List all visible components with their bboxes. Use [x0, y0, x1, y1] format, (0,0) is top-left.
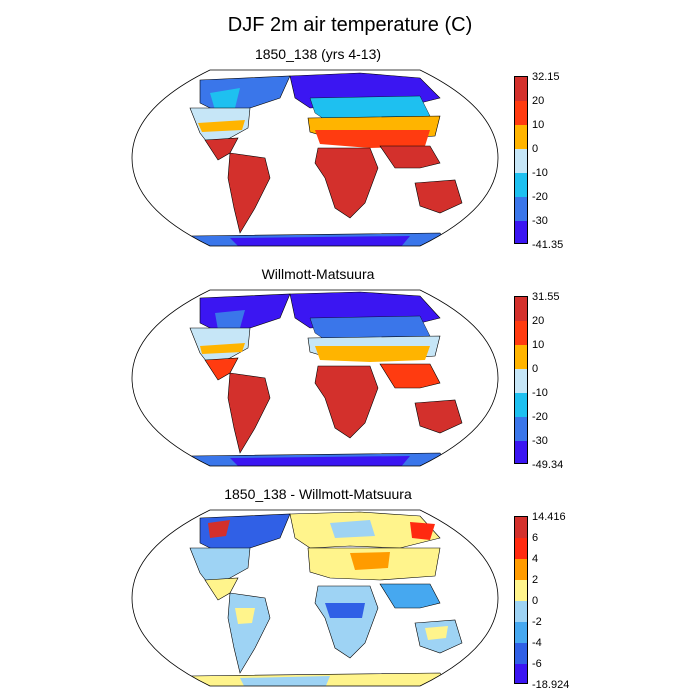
panel-1-cbar-label: 10	[532, 119, 545, 131]
panel-1-cbar-label: -41.35	[532, 239, 564, 251]
panel-2-colorbar	[514, 296, 528, 464]
panel-2-cbar-label: -49.34	[532, 459, 564, 471]
panel-2-cbar-label: 31.55	[532, 291, 560, 303]
panel-1-map	[131, 69, 499, 247]
panel-1-cbar-label: -30	[532, 215, 548, 227]
panel-2-cbar-label: 0	[532, 363, 539, 375]
panel-3-cbar-label: -4	[532, 637, 542, 649]
panel-2-cbar-label: 10	[532, 339, 545, 351]
panel-2-map	[131, 289, 499, 467]
panel-1-title: 1850_138 (yrs 4-13)	[254, 46, 382, 62]
panel-3-cbar-label: -6	[532, 658, 542, 670]
panel-3-cbar-label: -18.924	[532, 679, 570, 691]
panel-1-cbar-label: -10	[532, 167, 548, 179]
panel-3-cbar-label: 6	[532, 532, 539, 544]
panel-2-cbar-label: -20	[532, 411, 548, 423]
figure-title: DJF 2m air temperature (C)	[227, 14, 473, 36]
panel-1-cbar-label: -20	[532, 191, 548, 203]
panel-2-title: Willmott-Matsuura	[261, 266, 375, 282]
panel-1-cbar-label: 0	[532, 143, 539, 155]
panel-3-cbar-label: 0	[532, 595, 539, 607]
panel-3-cbar-label: 2	[532, 574, 539, 586]
panel-3-cbar-label: -2	[532, 616, 542, 628]
panel-1-cbar-label: 32.15	[532, 71, 560, 83]
panel-1-cbar-label: 20	[532, 95, 545, 107]
panel-3-title: 1850_138 - Willmott-Matsuura	[224, 486, 412, 502]
panel-2-cbar-label: -10	[532, 387, 548, 399]
panel-3-cbar-label: 4	[532, 553, 539, 565]
panel-2-cbar-label: 20	[532, 315, 545, 327]
panel-2-cbar-label: -30	[532, 435, 548, 447]
panel-3-colorbar	[514, 516, 528, 684]
panel-3-cbar-label: 14.416	[532, 511, 566, 523]
panel-3-map	[131, 509, 499, 687]
panel-1-colorbar	[514, 76, 528, 244]
